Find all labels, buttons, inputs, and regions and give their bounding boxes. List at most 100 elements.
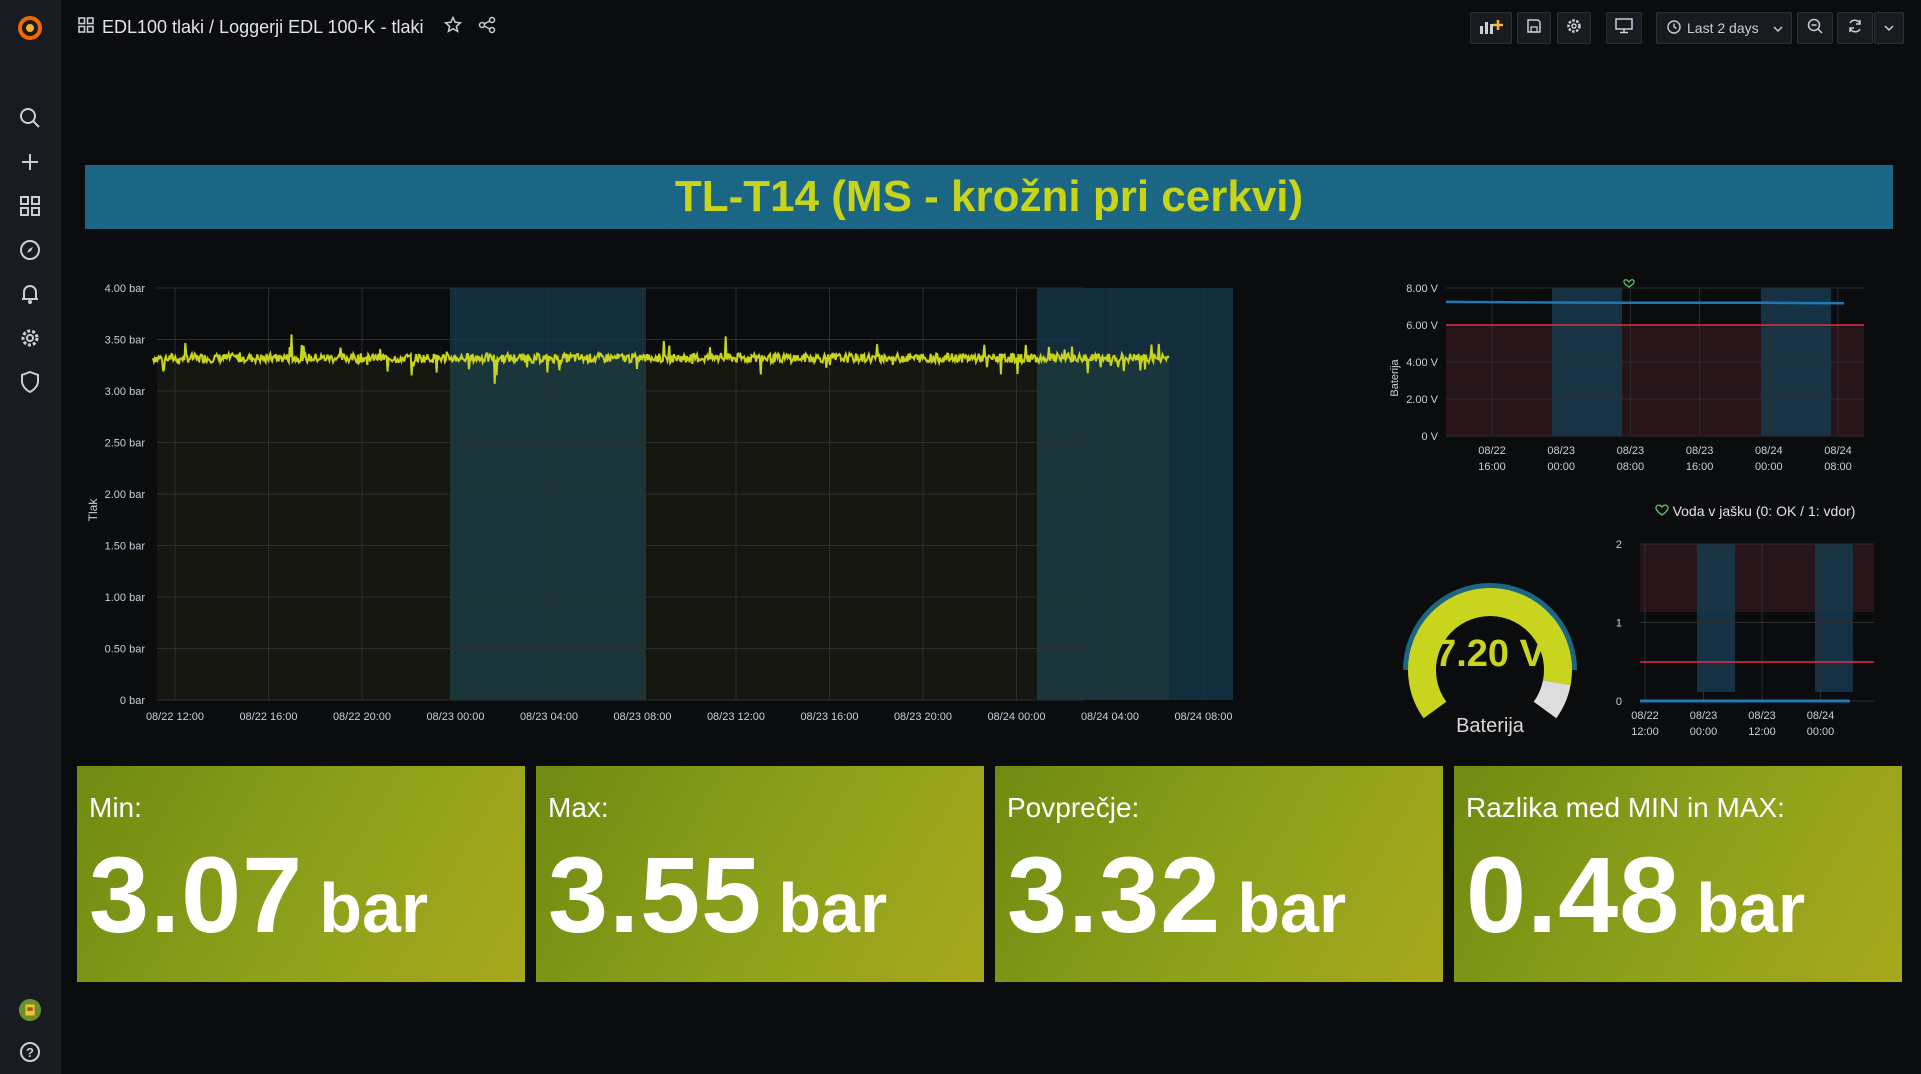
save-icon xyxy=(1526,18,1542,39)
time-range-label: Last 2 days xyxy=(1687,20,1759,36)
stat-label: Razlika med MIN in MAX: xyxy=(1466,792,1785,823)
gauge-fill xyxy=(1408,588,1572,719)
time-range-picker[interactable]: Last 2 days xyxy=(1656,12,1792,44)
explore-icon[interactable] xyxy=(18,238,42,262)
gauge-value: 7.20 V xyxy=(1435,633,1546,675)
y-tick-label: 0.50 bar xyxy=(105,644,146,656)
x-tick-label: 08/24 xyxy=(1807,710,1835,722)
x-tick-label: 16:00 xyxy=(1478,461,1506,473)
search-icon[interactable] xyxy=(18,106,42,130)
x-tick-label: 08/23 xyxy=(1690,710,1718,722)
tv-mode-button[interactable] xyxy=(1606,12,1642,44)
add-panel-button[interactable] xyxy=(1470,12,1512,44)
battery-chart[interactable]: 8.00 V6.00 V4.00 V2.00 V0 V 08/2216:0008… xyxy=(1380,270,1900,480)
tv-icon xyxy=(1615,17,1633,39)
x-tick-label: 08/23 xyxy=(1617,445,1645,457)
pressure-chart[interactable]: 4.00 bar 3.50 bar 3.00 bar 2.50 bar 2.00 bar… xyxy=(75,270,1335,730)
sidebar: ? xyxy=(0,0,61,1074)
y-tick-label: 0 xyxy=(1616,696,1622,708)
x-tick-label: 08/24 04:00 xyxy=(1081,711,1139,723)
y-tick-label: 2.00 V xyxy=(1406,394,1438,406)
x-tick-label: 08/23 xyxy=(1686,445,1714,457)
x-ticks: 08/22 12:00 08/23 00:00 08/23 12:00 08/24 00:00 xyxy=(1631,710,1834,738)
x-tick-label: 08/23 04:00 xyxy=(520,711,578,723)
x-tick-label: 08/24 xyxy=(1755,445,1783,457)
x-tick-label: 08/23 xyxy=(1748,710,1776,722)
gauge-remainder xyxy=(1533,679,1571,719)
chevron-down-icon xyxy=(1773,20,1783,36)
x-tick-label: 12:00 xyxy=(1631,726,1659,738)
refresh-icon xyxy=(1847,18,1863,39)
star-icon[interactable] xyxy=(443,15,462,39)
stat-value: 3.07 xyxy=(89,834,304,955)
gauge-outer-arc xyxy=(1403,583,1577,671)
avatar[interactable] xyxy=(18,998,42,1022)
grid xyxy=(157,287,1204,701)
share-icon[interactable] xyxy=(478,16,496,39)
refresh-button[interactable] xyxy=(1837,12,1873,44)
x-ticks: 08/22 16:00 08/23 00:00 08/23 08:00 08/23 16:00… xyxy=(1478,445,1852,473)
y-tick-label: 2.00 bar xyxy=(105,489,146,501)
y-ticks: 8.00 V 6.00 V 4.00 V 2.00 V 0 V xyxy=(1406,283,1438,443)
refresh-interval-dropdown[interactable] xyxy=(1874,12,1904,44)
breadcrumb[interactable]: EDL100 tlaki / Loggerji EDL 100-K - tlak… xyxy=(78,15,496,39)
zoom-out-icon xyxy=(1807,18,1823,39)
battery-series-line[interactable] xyxy=(1445,300,1845,305)
pressure-series-line[interactable] xyxy=(152,334,1170,384)
x-tick-label: 08:00 xyxy=(1617,461,1645,473)
settings-button[interactable] xyxy=(1557,12,1591,44)
stat-max: Max: 3.55 bar xyxy=(536,766,984,982)
y-tick-label: 8.00 V xyxy=(1406,283,1438,295)
x-tick-label: 12:00 xyxy=(1748,726,1776,738)
night-band xyxy=(1697,544,1735,692)
stat-min: Min: 3.07 bar xyxy=(77,766,525,982)
y-tick-label: 1.50 bar xyxy=(105,541,146,553)
y-ticks: 2 1 0 xyxy=(1616,539,1622,708)
voda-title-text: Voda v jašku (0: OK / 1: vdor) xyxy=(1672,503,1856,519)
gear-icon[interactable] xyxy=(18,326,42,350)
plus-icon[interactable] xyxy=(18,150,42,174)
y-tick-label: 2 xyxy=(1616,539,1622,551)
stat-average: Povprečje: 3.32 bar xyxy=(995,766,1443,982)
settings-icon xyxy=(1566,18,1582,39)
zoom-out-button[interactable] xyxy=(1797,12,1833,44)
y-ticks: 4.00 bar 3.50 bar 3.00 bar 2.50 bar 2.00 bar… xyxy=(105,283,146,707)
add-panel-icon xyxy=(1479,18,1503,39)
y-tick-label: 0 V xyxy=(1421,431,1438,443)
shield-icon[interactable] xyxy=(18,370,42,394)
gauge-label: Baterija xyxy=(1456,715,1525,737)
stat-unit: bar xyxy=(1696,869,1806,947)
stat-label: Min: xyxy=(89,792,142,823)
voda-chart[interactable]: 210 08/2212:0008/2300:0008/2312:0008/240… xyxy=(1590,530,1900,740)
chevron-down-icon xyxy=(1884,19,1894,37)
y-tick-label: 0 bar xyxy=(120,695,145,707)
y-tick-label: 3.00 bar xyxy=(105,386,146,398)
x-tick-label: 08/23 16:00 xyxy=(800,711,858,723)
stat-unit: bar xyxy=(319,869,429,947)
x-tick-label: 08/22 12:00 xyxy=(146,711,204,723)
y-tick-label: 2.50 bar xyxy=(105,438,146,450)
x-tick-label: 08/23 00:00 xyxy=(426,711,484,723)
grafana-logo-icon[interactable] xyxy=(0,0,60,56)
y-tick-label: 4.00 bar xyxy=(105,283,146,295)
x-tick-label: 08:00 xyxy=(1824,461,1852,473)
x-tick-label: 08/23 20:00 xyxy=(894,711,952,723)
help-icon[interactable]: ? xyxy=(18,1040,42,1064)
title-panel: TL-T14 (MS - krožni pri cerkvi) xyxy=(85,165,1893,229)
stat-value: 3.55 xyxy=(548,834,763,955)
y-tick-label: 6.00 V xyxy=(1406,320,1438,332)
x-tick-label: 08/24 00:00 xyxy=(987,711,1045,723)
dashboards-icon[interactable] xyxy=(18,194,42,218)
alerting-icon[interactable] xyxy=(18,282,42,306)
clock-icon xyxy=(1667,19,1681,37)
heart-icon xyxy=(1654,503,1669,519)
breadcrumb-text[interactable]: EDL100 tlaki / Loggerji EDL 100-K - tlak… xyxy=(102,17,424,37)
voda-panel-title: Voda v jašku (0: OK / 1: vdor) xyxy=(1620,503,1890,519)
y-tick-label: 3.50 bar xyxy=(105,335,146,347)
stat-range: Razlika med MIN in MAX: 0.48 bar xyxy=(1454,766,1902,982)
x-tick-label: 08/23 xyxy=(1547,445,1575,457)
x-tick-label: 08/22 16:00 xyxy=(239,711,297,723)
y-axis-label: Tlak xyxy=(86,498,100,522)
x-tick-label: 00:00 xyxy=(1755,461,1783,473)
save-button[interactable] xyxy=(1517,12,1551,44)
